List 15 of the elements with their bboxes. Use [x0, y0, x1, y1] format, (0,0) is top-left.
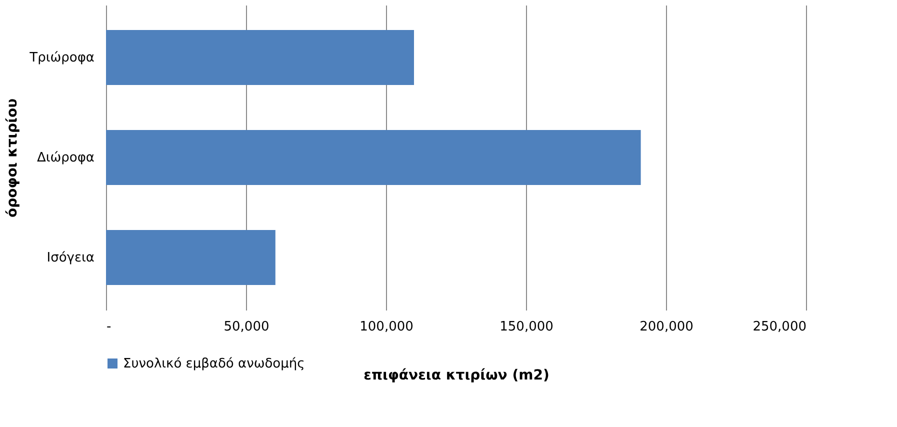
x-tick-label: 100,000: [360, 320, 414, 334]
bar: [106, 230, 276, 285]
x-tick-label: 250,000: [752, 320, 806, 334]
x-tick-label: 50,000: [224, 320, 270, 334]
legend-label: Συνολικό εμβαδό ανωδομής: [123, 356, 305, 372]
bar: [106, 30, 414, 85]
y-tick-label: Τριώροφα: [28, 50, 94, 66]
bar: [106, 130, 641, 185]
x-tick-label: 200,000: [640, 320, 694, 334]
x-axis-title: επιφάνεια κτιρίων (m2): [364, 368, 550, 384]
y-tick-label: Ισόγεια: [46, 250, 94, 266]
x-tick-label: -: [106, 320, 112, 334]
y-axis-title: όροφοι κτιρίου: [4, 98, 21, 218]
x-tick-label: 150,000: [500, 320, 554, 334]
y-tick-label: Διώροφα: [36, 150, 94, 166]
